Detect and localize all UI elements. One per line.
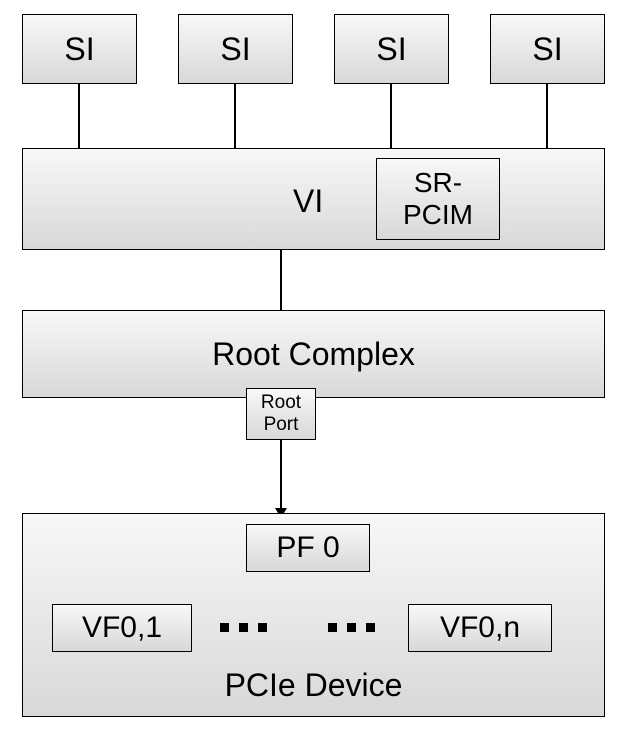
connector-si-vi-3 (546, 84, 548, 148)
vi-box: VI (22, 148, 605, 250)
vi-label: VI (293, 183, 323, 220)
root-port-box: Root Port (246, 388, 316, 440)
sr-pcim-box: SR- PCIM (376, 158, 500, 240)
si-box-1: SI (178, 14, 293, 84)
connector-si-vi-2 (390, 84, 392, 148)
vf0n-label: VF0,n (440, 611, 520, 646)
pcie-device-label: PCIe Device (225, 667, 403, 704)
vf01-box: VF0,1 (52, 604, 192, 652)
root-complex-box: Root Complex (22, 310, 605, 398)
connector-vi-root (280, 250, 282, 310)
connector-si-vi-0 (78, 84, 80, 148)
connector-root-pcie (280, 440, 282, 510)
sr-pcim-label: SR- PCIM (403, 167, 473, 231)
vf01-label: VF0,1 (82, 611, 162, 646)
si-box-0: SI (22, 14, 137, 84)
si-label-1: SI (220, 31, 250, 68)
root-complex-label: Root Complex (212, 336, 415, 373)
si-box-2: SI (334, 14, 449, 84)
si-label-3: SI (532, 31, 562, 68)
ellipsis-dots-left (220, 623, 267, 632)
connector-si-vi-1 (234, 84, 236, 148)
vf0n-box: VF0,n (408, 604, 552, 652)
si-label-0: SI (64, 31, 94, 68)
si-box-3: SI (490, 14, 605, 84)
pf0-label: PF 0 (276, 531, 339, 566)
si-label-2: SI (376, 31, 406, 68)
ellipsis-dots-right (328, 623, 375, 632)
root-port-label: Root Port (261, 392, 301, 436)
pf0-box: PF 0 (246, 524, 370, 572)
